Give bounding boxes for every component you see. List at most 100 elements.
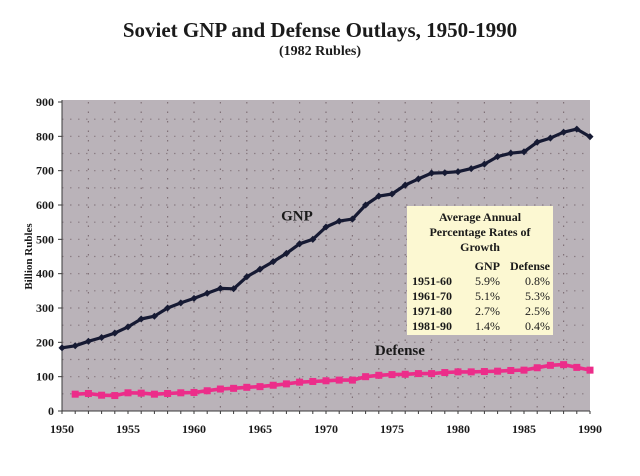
x-tick-label: 1990 <box>578 422 602 436</box>
gnp-data-point <box>362 201 370 209</box>
x-tick-label: 1950 <box>50 422 74 436</box>
row-gnp: 5.1% <box>475 289 500 303</box>
row-defense: 5.3% <box>525 289 550 303</box>
defense-data-point <box>269 381 277 389</box>
gnp-data-point <box>84 337 92 345</box>
defense-data-point <box>573 363 581 371</box>
gnp-data-point <box>190 294 198 302</box>
defense-data-point <box>137 389 145 397</box>
x-tick-label: 1980 <box>446 422 470 436</box>
gnp-data-point <box>296 240 304 248</box>
defense-data-point <box>546 361 554 369</box>
x-axis-ticks: 1950 1955 1960 1965 1970 1975 1980 1985 1990 <box>50 411 602 436</box>
defense-data-point <box>282 380 290 388</box>
gnp-data-point <box>480 160 488 168</box>
gnp-data-point <box>150 312 158 320</box>
row-defense: 2.5% <box>525 304 550 318</box>
series-group <box>58 125 594 400</box>
y-tick-label: 600 <box>36 198 54 212</box>
y-axis-ticks: 0 100 200 300 400 500 600 700 800 900 <box>36 95 62 418</box>
defense-data-point <box>84 389 92 397</box>
table-row: 1981-90 1.4% 0.4% <box>412 319 550 334</box>
defense-data-point <box>467 368 475 376</box>
defense-data-point <box>362 373 370 381</box>
y-tick-label: 300 <box>36 301 54 315</box>
table-header-row: GNP Defense <box>412 259 550 274</box>
x-tick-label: 1955 <box>116 422 140 436</box>
gnp-data-point <box>546 134 554 142</box>
gnp-data-point <box>467 165 475 173</box>
growth-rates-table: GNP Defense 1951-60 5.9% 0.8% 1961-70 5.… <box>412 259 550 334</box>
gnp-data-point <box>164 304 172 312</box>
y-tick-label: 700 <box>36 164 54 178</box>
gnp-data-point <box>137 315 145 323</box>
gnp-data-point <box>533 138 541 146</box>
gnp-data-point <box>494 153 502 161</box>
defense-data-point <box>375 371 383 379</box>
gnp-data-point <box>507 149 515 157</box>
defense-data-point <box>243 383 251 391</box>
table-row: 1951-60 5.9% 0.8% <box>412 274 550 289</box>
gnp-data-point <box>414 175 422 183</box>
defense-data-point <box>388 371 396 379</box>
y-tick-label: 900 <box>36 95 54 109</box>
defense-data-point <box>164 389 172 397</box>
gnp-data-point <box>177 299 185 307</box>
y-tick-label: 100 <box>36 370 54 384</box>
gnp-data-point <box>203 289 211 297</box>
y-tick-label: 200 <box>36 335 54 349</box>
x-tick-label: 1985 <box>512 422 536 436</box>
gnp-data-point <box>586 133 594 141</box>
inset-title-line: Average Annual <box>438 210 522 224</box>
defense-data-point <box>454 368 462 376</box>
defense-data-point <box>520 366 528 374</box>
row-defense: 0.8% <box>525 274 550 288</box>
defense-data-point <box>441 369 449 377</box>
table-row: 1961-70 5.1% 5.3% <box>412 289 550 304</box>
defense-data-point <box>111 392 119 400</box>
header-gnp: GNP <box>474 259 500 273</box>
gnp-data-point <box>335 217 343 225</box>
defense-data-point <box>98 391 106 399</box>
gnp-data-point <box>401 181 409 189</box>
gnp-data-point <box>348 215 356 223</box>
gnp-data-point <box>269 258 277 266</box>
gnp-data-point <box>520 148 528 156</box>
defense-line <box>73 362 592 398</box>
inset-title: Average Annual Percentage Rates of Growt… <box>407 210 553 255</box>
y-tick-label: 400 <box>36 267 54 281</box>
defense-data-point <box>71 390 79 398</box>
gnp-data-point <box>216 284 224 292</box>
defense-data-point <box>480 368 488 376</box>
table-row: 1971-80 2.7% 2.5% <box>412 304 550 319</box>
chart-title: Soviet GNP and Defense Outlays, 1950-199… <box>122 18 518 42</box>
defense-data-point <box>494 367 502 375</box>
header-period <box>412 259 466 274</box>
defense-data-point <box>190 388 198 396</box>
gnp-data-point <box>124 323 132 331</box>
gnp-data-point <box>573 125 581 133</box>
inset-title-line: Percentage Rates of <box>429 225 531 239</box>
defense-data-point <box>124 389 132 397</box>
gnp-data-point <box>111 329 119 337</box>
gnp-data-point <box>58 344 66 352</box>
gnp-data-point <box>375 192 383 200</box>
row-gnp: 5.9% <box>475 274 500 288</box>
defense-series-label: Defense <box>375 343 425 359</box>
row-gnp: 2.7% <box>475 304 500 318</box>
defense-data-point <box>348 376 356 384</box>
gnp-data-point <box>560 128 568 136</box>
gnp-data-point <box>71 342 79 350</box>
gnp-data-point <box>388 190 396 198</box>
defense-data-point <box>309 377 317 385</box>
growth-rates-inset: Average Annual Percentage Rates of Growt… <box>407 206 553 335</box>
defense-data-point <box>177 389 185 397</box>
gnp-data-point <box>98 333 106 342</box>
gnp-data-point <box>322 223 330 231</box>
defense-data-point <box>230 384 238 392</box>
defense-data-point <box>414 370 422 378</box>
gnp-data-point <box>256 265 264 273</box>
defense-data-point <box>150 390 158 398</box>
defense-data-point <box>335 376 343 384</box>
defense-data-point <box>401 370 409 378</box>
